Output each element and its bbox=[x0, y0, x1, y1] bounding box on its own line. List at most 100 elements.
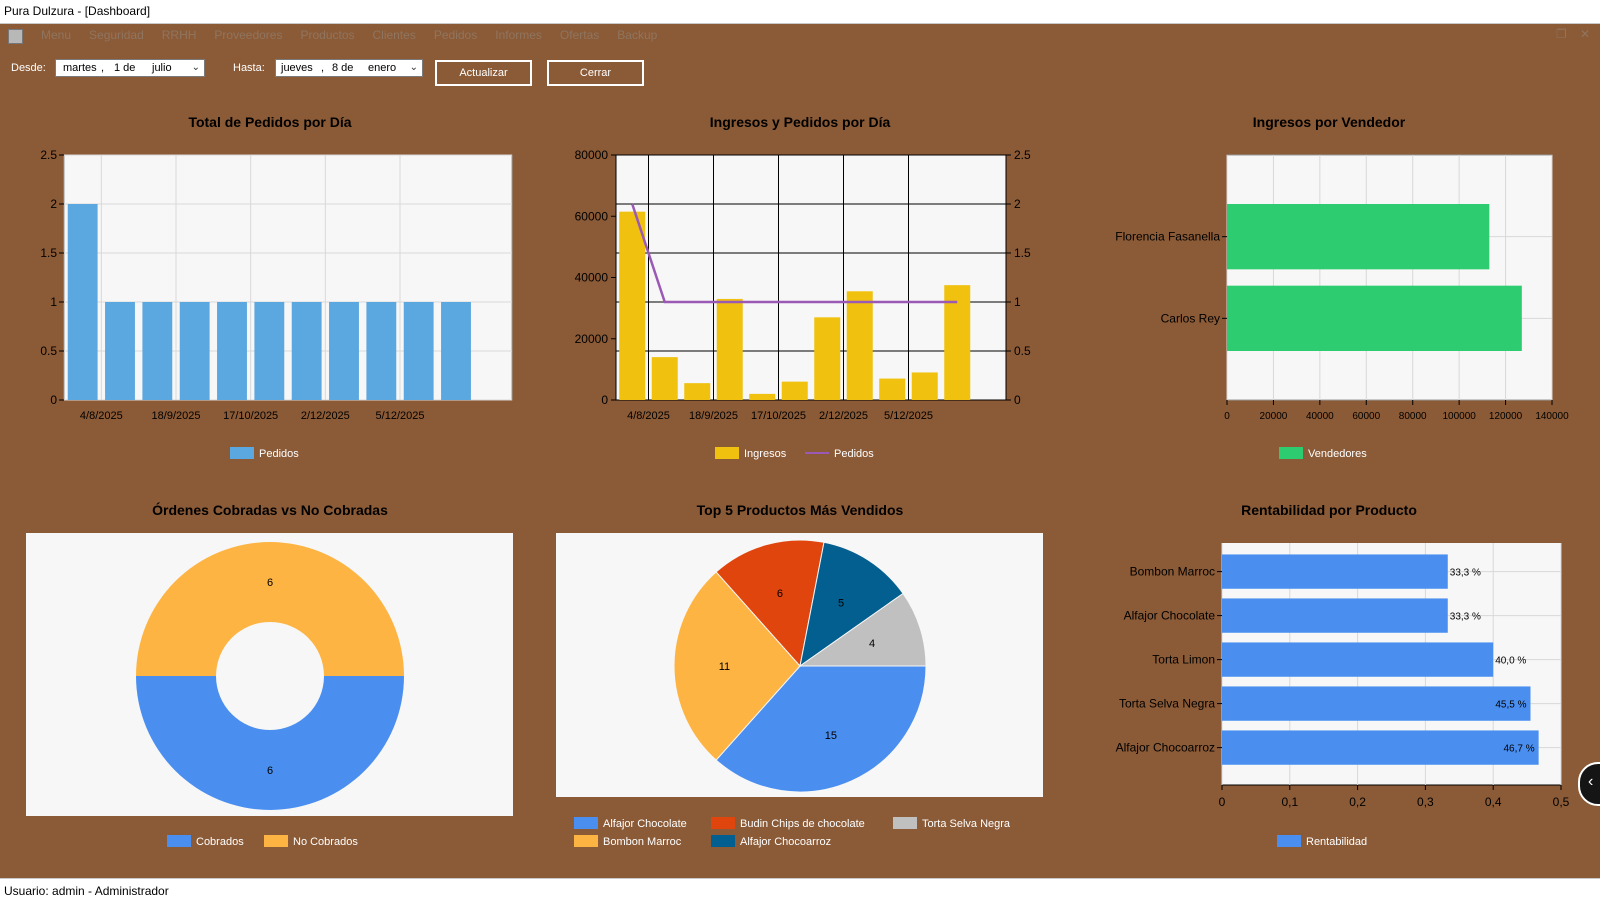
from-month: julio bbox=[152, 62, 172, 74]
bar-ingresos bbox=[619, 211, 646, 400]
category-label: Bombon Marroc bbox=[1130, 565, 1215, 579]
menu-item-informes[interactable]: Informes bbox=[495, 28, 542, 42]
bar-pedidos bbox=[142, 302, 173, 400]
x-tick-label: 4/8/2025 bbox=[627, 410, 670, 422]
bar-pedidos bbox=[105, 302, 135, 400]
status-bar: Usuario: admin - Administrador bbox=[0, 878, 1600, 901]
x-tick-label: 5/12/2025 bbox=[884, 410, 933, 422]
bar-rentabilidad bbox=[1222, 598, 1448, 633]
x-tick-label: 0 bbox=[1219, 795, 1226, 809]
restore-icon[interactable]: ❐ bbox=[1556, 27, 1567, 41]
slice-label: 6 bbox=[267, 577, 273, 589]
plot-area-pedidos bbox=[63, 154, 513, 401]
legend-producto-label: Torta Selva Negra bbox=[922, 818, 1011, 830]
chevron-down-icon[interactable]: ⌄ bbox=[191, 62, 200, 73]
x-tick-label: 100000 bbox=[1442, 411, 1476, 422]
bar-rentabilidad bbox=[1222, 554, 1448, 589]
menu-item-backup[interactable]: Backup bbox=[617, 28, 658, 42]
to-date-picker[interactable]: jueves , 8 de enero ⌄ bbox=[275, 59, 423, 77]
bar-pedidos bbox=[329, 302, 359, 400]
legend-producto-label: Alfajor Chocolate bbox=[603, 818, 687, 830]
y-tick-label: 40000 bbox=[575, 271, 609, 285]
legend-producto-swatch bbox=[574, 817, 598, 829]
close-icon[interactable]: ✕ bbox=[1580, 27, 1591, 41]
chevron-down-icon[interactable]: ⌄ bbox=[409, 62, 418, 73]
chevron-left-icon: ‹ bbox=[1588, 773, 1594, 790]
data-label: 46,7 % bbox=[1503, 744, 1534, 755]
x-tick-label: 80000 bbox=[1399, 411, 1427, 422]
menu-bar: Menu Seguridad RRHH Proveedores Producto… bbox=[0, 24, 1600, 46]
refresh-button[interactable]: Actualizar bbox=[435, 60, 532, 86]
legend-no-cobrados-label: No Cobrados bbox=[293, 836, 358, 848]
bar-pedidos bbox=[67, 204, 98, 400]
slice-producto bbox=[798, 592, 927, 667]
y-tick-label: 0 bbox=[50, 393, 57, 407]
chart-title-pedidos: Total de Pedidos por Día bbox=[188, 114, 352, 130]
category-label: Carlos Rey bbox=[1161, 311, 1220, 325]
slice-label: 11 bbox=[719, 661, 730, 673]
legend-ingresos-label: Ingresos bbox=[744, 448, 787, 460]
bar-ingresos bbox=[879, 378, 906, 400]
window-titlebar: Pura Dulzura - [Dashboard] bbox=[0, 0, 1600, 24]
to-day: 8 de bbox=[332, 62, 354, 74]
data-label: 45,5 % bbox=[1495, 700, 1526, 711]
bar-ingresos bbox=[716, 298, 743, 400]
y2-tick-label: 0 bbox=[1014, 393, 1021, 407]
from-day: 1 de bbox=[114, 62, 136, 74]
menu-item-menu[interactable]: Menu bbox=[41, 28, 72, 42]
legend-producto-swatch bbox=[711, 835, 735, 847]
slice-cobradas bbox=[136, 542, 404, 676]
y2-tick-label: 1.5 bbox=[1014, 246, 1031, 260]
legend-producto-label: Budin Chips de chocolate bbox=[740, 818, 865, 830]
legend-cobrados-label: Cobrados bbox=[196, 836, 244, 848]
menu-item-clientes[interactable]: Clientes bbox=[372, 28, 416, 42]
y-tick-label: 0 bbox=[601, 393, 608, 407]
menu-item-seguridad[interactable]: Seguridad bbox=[89, 28, 144, 42]
close-button[interactable]: Cerrar bbox=[547, 60, 644, 86]
y-tick-label: 2.5 bbox=[40, 148, 57, 162]
bar-vendedor bbox=[1227, 204, 1490, 270]
legend-producto-label: Bombon Marroc bbox=[603, 836, 682, 848]
legend-no-cobrados-swatch bbox=[264, 835, 288, 847]
y-tick-label: 0.5 bbox=[40, 344, 57, 358]
from-date-picker[interactable]: martes , 1 de julio ⌄ bbox=[55, 59, 205, 77]
bar-ingresos bbox=[684, 383, 711, 400]
status-text: Usuario: admin - Administrador bbox=[4, 884, 169, 898]
x-tick-label: 60000 bbox=[1352, 411, 1380, 422]
x-tick-label: 20000 bbox=[1260, 411, 1288, 422]
slice-cobradas bbox=[136, 676, 404, 810]
menu-item-pedidos[interactable]: Pedidos bbox=[433, 28, 478, 42]
legend-pedidos-label: Pedidos bbox=[259, 448, 299, 460]
legend-pedidos-swatch bbox=[230, 447, 254, 459]
slice-label: 6 bbox=[267, 765, 273, 777]
bar-rentabilidad bbox=[1222, 686, 1531, 721]
category-label: Torta Limon bbox=[1152, 653, 1215, 667]
menu-item-rrhh[interactable]: RRHH bbox=[161, 28, 197, 42]
bar-ingresos bbox=[944, 285, 971, 400]
data-label: 40,0 % bbox=[1495, 656, 1526, 667]
window-title: Pura Dulzura - [Dashboard] bbox=[4, 4, 151, 18]
line-pedidos bbox=[631, 203, 958, 304]
y-tick-label: 1.5 bbox=[40, 246, 57, 260]
app-icon[interactable] bbox=[8, 29, 23, 44]
legend-ingresos-swatch bbox=[715, 447, 739, 459]
data-label: 33,3 % bbox=[1450, 568, 1481, 579]
bar-ingresos bbox=[911, 372, 938, 400]
bar-vendedor bbox=[1227, 285, 1522, 351]
to-month: enero bbox=[368, 62, 397, 74]
legend-producto-swatch bbox=[574, 835, 598, 847]
legend-cobrados-swatch bbox=[167, 835, 191, 847]
x-tick-label: 0,3 bbox=[1417, 795, 1434, 809]
x-tick-label: 140000 bbox=[1535, 411, 1569, 422]
x-tick-label: 40000 bbox=[1306, 411, 1334, 422]
menu-item-proveedores[interactable]: Proveedores bbox=[214, 28, 283, 42]
bar-pedidos bbox=[366, 302, 397, 400]
menu-item-ofertas[interactable]: Ofertas bbox=[559, 28, 600, 42]
bar-ingresos bbox=[814, 317, 841, 400]
slice-producto bbox=[715, 665, 927, 793]
menu-item-productos[interactable]: Productos bbox=[300, 28, 355, 42]
bar-pedidos bbox=[441, 302, 471, 400]
legend-producto-label: Alfajor Chocoarroz bbox=[740, 836, 831, 848]
bar-pedidos bbox=[291, 302, 322, 400]
